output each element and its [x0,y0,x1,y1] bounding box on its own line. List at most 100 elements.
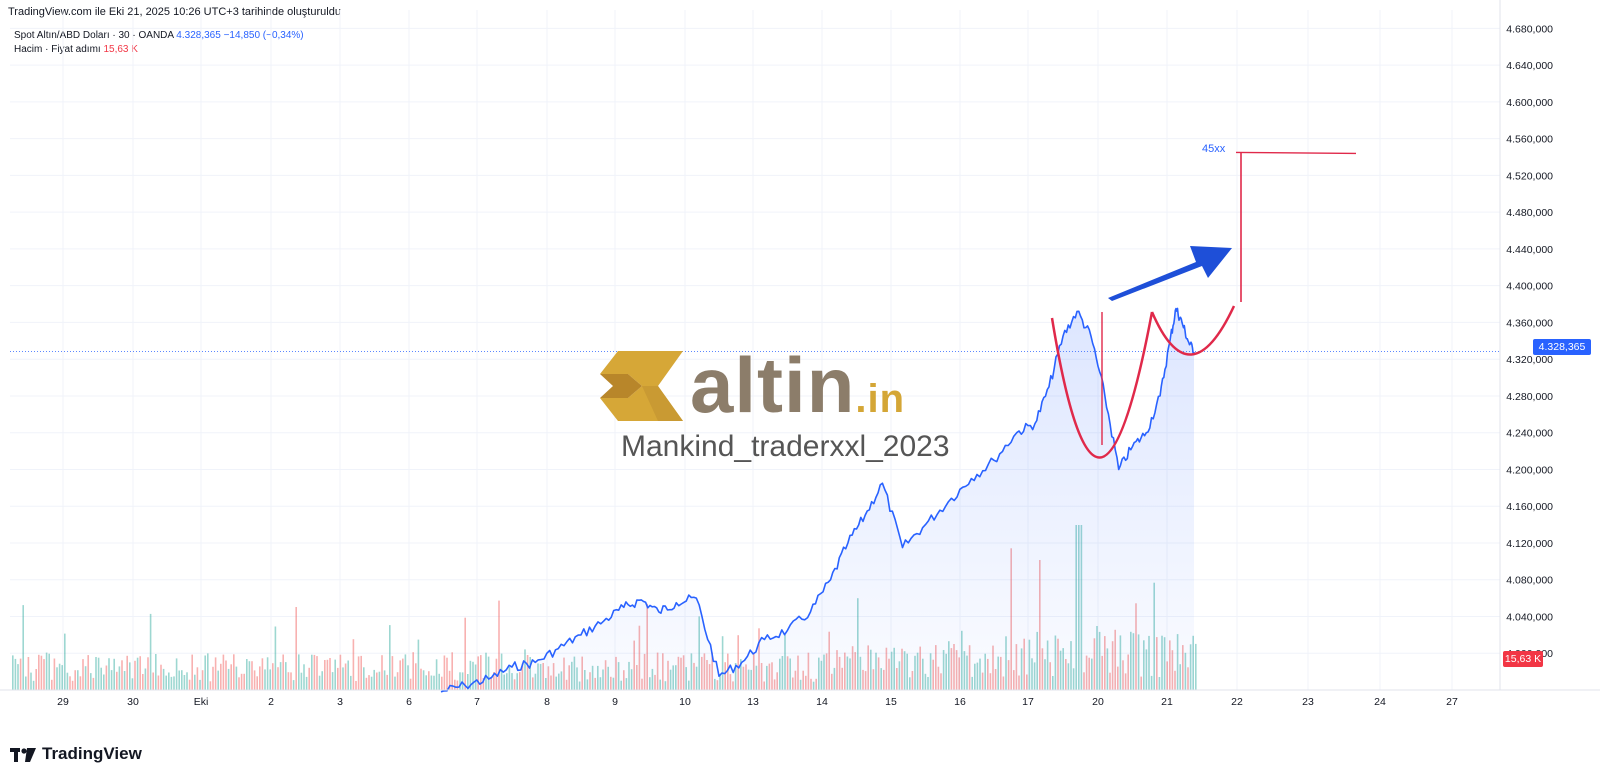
volume-bar [446,657,448,690]
volume-bar [448,670,451,690]
price-tick-11: 4.440,000 [1506,244,1553,256]
volume-bar [110,670,113,690]
time-tick-17: 22 [1231,696,1243,708]
volume-bar [196,667,199,690]
volume-bar [97,657,100,690]
volume-tag: 15,63 K [1503,651,1543,667]
volume-bar [737,635,739,690]
volume-bar [298,654,300,690]
volume-bar [324,660,326,690]
altin-logo-icon [600,350,683,421]
volume-bar [212,666,214,690]
volume-bar [441,676,443,690]
volume-bar [415,663,417,690]
volume-bar [123,671,126,690]
volume-bar [246,659,248,690]
volume-bar [420,668,422,690]
volume-bar [389,625,391,690]
tradingview-brand[interactable]: TradingView [10,744,142,764]
volume-bar [305,676,308,690]
volume-bar [129,662,131,690]
volume-bar [287,672,290,690]
volume-bar [188,679,191,690]
volume-bar [303,664,305,690]
symbol-change: −14,850 (−0,34%) [223,30,304,41]
symbol-price: 4.328,365 [176,30,221,41]
volume-bar [105,665,108,690]
volume-bar [378,671,381,690]
time-tick-7: 8 [544,696,550,708]
target-label[interactable]: 45xx [1202,143,1226,155]
volume-bar [61,665,63,690]
cup-curve-right [1150,305,1236,356]
volume-bar [428,671,430,690]
time-tick-8: 9 [612,696,618,708]
volume-bar [139,656,141,690]
volume-bar [22,605,24,690]
price-tick-8: 4.320,000 [1506,354,1553,366]
volume-bar [233,654,235,690]
volume-legend[interactable]: Hacim · Fiyat adımı 15,63 K [14,44,138,55]
volume-bar [53,658,56,690]
watermark-logo: altin.in [598,340,905,431]
volume-bar [165,675,167,690]
time-tick-16: 21 [1161,696,1173,708]
price-tick-14: 4.560,000 [1506,134,1553,146]
volume-bar [339,654,342,690]
watermark-brand: altin.in [690,341,906,429]
volume-bar [1195,643,1197,690]
volume-bar [459,672,461,690]
volume-bar [40,655,43,690]
volume-bar [58,663,61,690]
volume-bar [71,680,74,690]
volume-bar [108,658,110,690]
volume-bar [454,679,456,690]
price-tick-12: 4.480,000 [1506,207,1553,219]
volume-bar [256,676,258,690]
volume-bar [487,656,490,690]
symbol-legend[interactable]: Spot Altın/ABD Doları · 30 · OANDA 4.328… [14,30,304,41]
volume-bar [461,672,464,690]
upward-arrow-icon [1108,246,1232,301]
price-tick-13: 4.520,000 [1506,170,1553,182]
volume-bar [217,670,219,690]
volume-bar [248,661,251,690]
volume-bar [225,660,227,690]
volume-bar [282,654,284,690]
volume-bar [318,675,321,690]
time-tick-14: 17 [1022,696,1034,708]
volume-bar [269,669,271,690]
volume-bar [326,659,329,690]
volume-bar [14,658,17,690]
volume-bar [311,654,313,690]
volume-bar [456,680,459,690]
volume-bar [48,653,50,690]
volume-bar [157,675,160,690]
volume-bar [300,672,303,690]
time-tick-11: 14 [816,696,828,708]
volume-bar [381,655,383,690]
volume-bar [19,658,22,690]
volume-bar [383,670,386,690]
volume-bar [357,656,360,690]
volume-bar [253,670,256,690]
time-tick-5: 6 [406,696,412,708]
volume-bar [87,655,89,690]
volume-bar [201,670,204,690]
price-tick-3: 4.120,000 [1506,538,1553,550]
price-tick-1: 4.040,000 [1506,611,1553,623]
time-tick-0: 29 [57,696,69,708]
time-tick-15: 20 [1092,696,1104,708]
volume-label[interactable]: Hacim · Fiyat adımı [14,44,101,55]
price-tick-15: 4.600,000 [1506,97,1553,109]
volume-bar [404,654,407,690]
volume-bar [64,633,66,690]
volume-bar [142,674,144,690]
volume-bar [214,657,217,690]
symbol-name[interactable]: Spot Altın/ABD Doları · 30 · OANDA [14,30,174,41]
volume-bar [45,652,48,690]
volume-bar [191,654,193,690]
volume-bar [285,662,287,690]
volume-bar [261,658,264,690]
